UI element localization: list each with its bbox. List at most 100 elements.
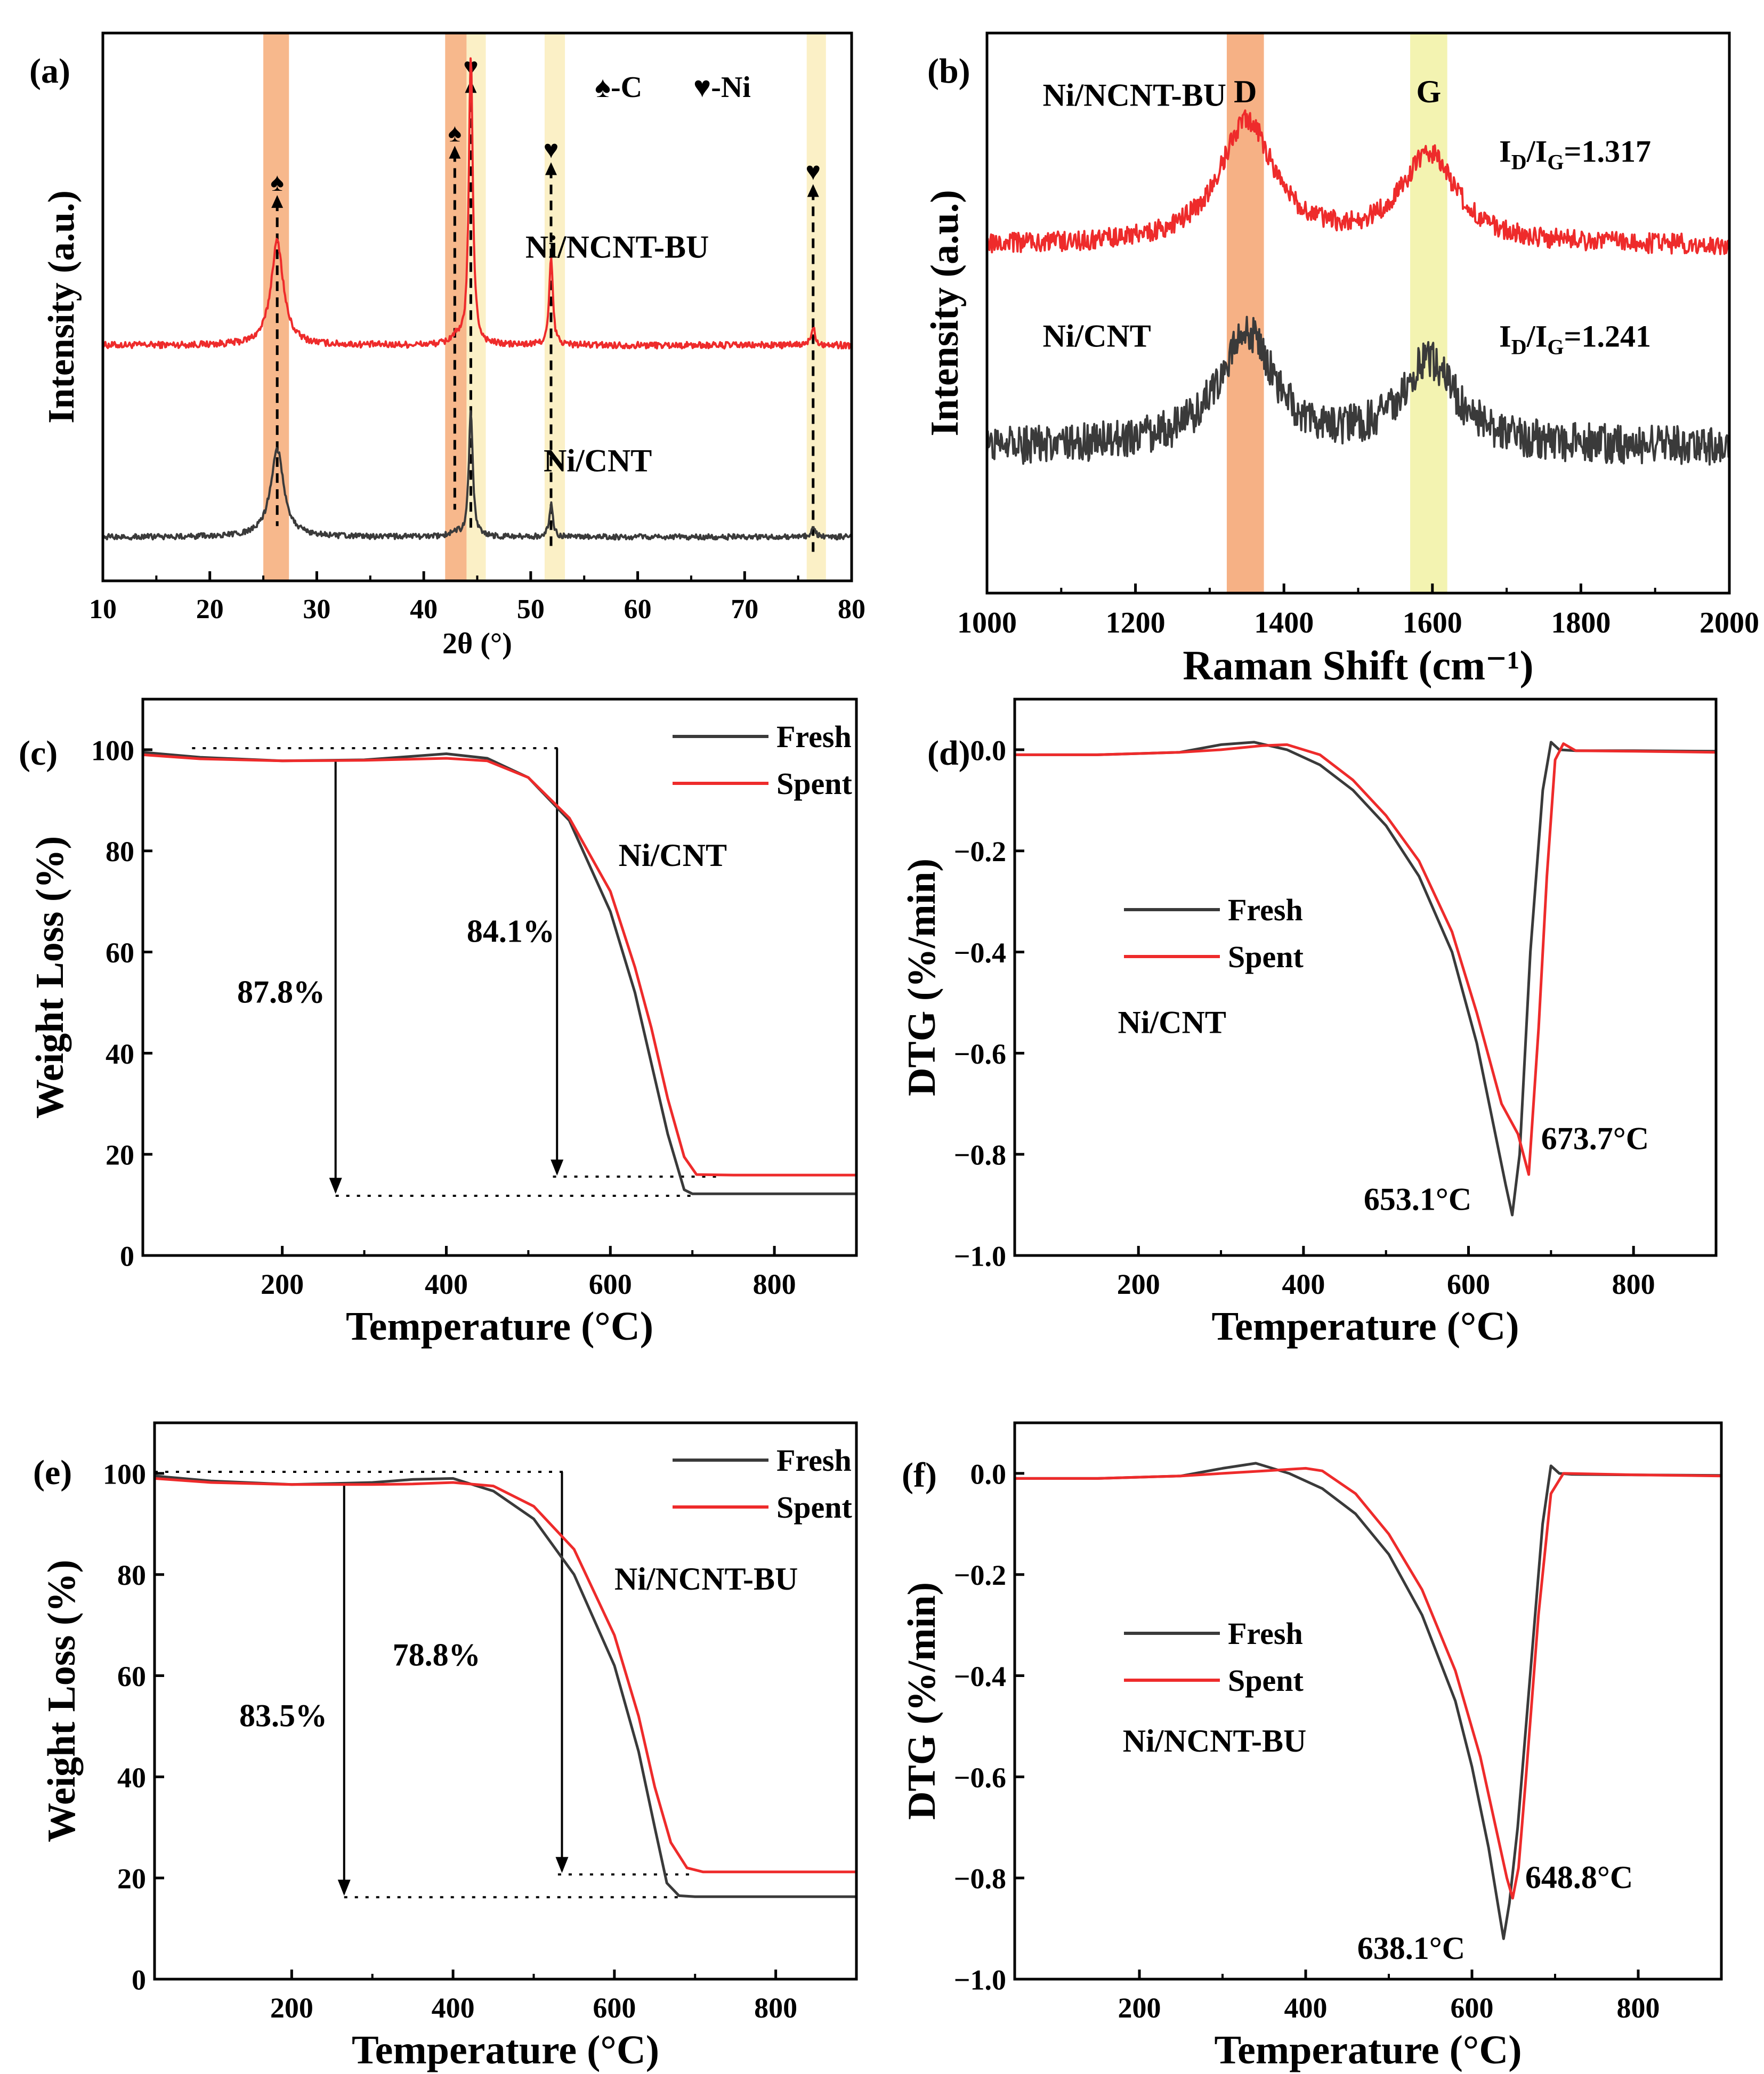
- annotation-text: Ni/CNT: [1042, 319, 1151, 354]
- series-line-ni-cnt: [102, 410, 853, 541]
- x-axis-label: 2θ (°): [442, 627, 512, 660]
- x-tick-label: 800: [753, 1268, 796, 1300]
- annotation-text: Ni/NCNT-BU: [525, 229, 709, 264]
- x-tick-label: 800: [1617, 1992, 1660, 2024]
- series-line-ni-ncnt-bu: [986, 109, 1730, 255]
- x-tick-label: 1400: [1254, 606, 1314, 639]
- x-tick-label: 800: [754, 1992, 797, 2024]
- series-line-fresh: [142, 751, 856, 1195]
- carbon-spade-icon: ♠: [448, 119, 462, 148]
- series-line-spent: [142, 753, 856, 1177]
- x-tick-label: 1600: [1403, 606, 1462, 639]
- annotation-text: 84.1%: [467, 914, 555, 949]
- annotation-text: 83.5%: [239, 1698, 327, 1733]
- y-axis-label: Intensity (a.u.): [41, 190, 82, 424]
- legend-nickel: ♥-Ni: [693, 71, 751, 104]
- legend-label-fresh: Fresh: [776, 719, 852, 754]
- ratio-text: I: [1499, 134, 1511, 169]
- ratio-annotation: ID/IG=1.241: [1499, 319, 1651, 359]
- y-tick-label: −0.8: [954, 1139, 1006, 1171]
- x-axis-label: Temperature (°C): [346, 1304, 653, 1349]
- panel-label: (b): [927, 52, 970, 91]
- legend-label-fresh: Fresh: [1228, 1616, 1303, 1651]
- legend-label-spent: Spent: [1228, 939, 1304, 974]
- chart-panel-e: 200 400 600 800 0 20 40 60 80 100 Temperature (°C)…: [33, 1421, 858, 2072]
- series-line-ni-cnt: [986, 315, 1730, 466]
- ratio-text: I: [1499, 319, 1511, 354]
- y-axis-label: Weight Loss (%): [40, 1560, 84, 1842]
- y-tick-label: −0.2: [954, 836, 1006, 868]
- series-line-fresh: [1015, 1462, 1722, 1940]
- y-tick-label: 0: [120, 1240, 134, 1272]
- plot-frame: [1013, 1421, 1723, 1981]
- arrow-head-icon: [807, 184, 819, 197]
- x-tick-label: 600: [1451, 1992, 1494, 2024]
- plot-frame: [153, 1421, 858, 1981]
- x-tick-label: 50: [517, 594, 545, 625]
- annotation-text: Ni/NCNT-BU: [614, 1561, 798, 1597]
- y-tick-label: 60: [117, 1660, 146, 1692]
- plot-frame: [1013, 698, 1718, 1257]
- x-axis-label: Raman Shift (cm⁻¹): [1183, 642, 1533, 688]
- annotation-text: Ni/CNT: [619, 838, 727, 873]
- legend-label-fresh: Fresh: [776, 1443, 852, 1478]
- x-tick-label: 30: [303, 594, 330, 625]
- arrow-head-icon: [555, 1857, 569, 1873]
- annotation-text: Ni/NCNT-BU: [1042, 78, 1226, 113]
- series-line-spent: [154, 1477, 856, 1874]
- y-tick-label: 100: [91, 734, 134, 766]
- x-axis-label: Temperature (°C): [1211, 1304, 1519, 1349]
- highlight-band: [1410, 33, 1447, 593]
- x-tick-label: 10: [89, 594, 117, 625]
- y-tick-label: −0.6: [954, 1762, 1006, 1794]
- ratio-subscript: D: [1511, 335, 1527, 359]
- nickel-heart-icon: ♥: [805, 158, 821, 186]
- x-tick-label: 40: [410, 594, 438, 625]
- y-tick-label: 80: [117, 1559, 146, 1591]
- y-tick-label: −0.8: [954, 1863, 1006, 1895]
- ratio-text: /I: [1526, 134, 1548, 169]
- y-tick-label: 20: [117, 1863, 146, 1895]
- x-tick-label: 600: [593, 1992, 636, 2024]
- nickel-heart-icon: ♥: [544, 135, 559, 164]
- highlight-band: [806, 33, 826, 581]
- panel-label: (f): [902, 1456, 937, 1495]
- arrow-head-icon: [329, 1178, 342, 1194]
- annotation-text: 78.8%: [393, 1638, 481, 1673]
- x-tick-label: 200: [261, 1268, 304, 1300]
- arrow-head-icon: [337, 1879, 351, 1896]
- ratio-text: =1.241: [1564, 319, 1651, 354]
- y-axis-label: DTG (%/min): [900, 1582, 944, 1820]
- x-tick-label: 800: [1612, 1268, 1655, 1300]
- plot-frame: [141, 698, 858, 1257]
- y-tick-label: 20: [106, 1139, 134, 1171]
- panel-label: (e): [33, 1453, 72, 1492]
- band-label: G: [1416, 74, 1441, 109]
- y-tick-label: 40: [106, 1038, 134, 1070]
- x-tick-label: 200: [1118, 1992, 1161, 2024]
- legend-label-fresh: Fresh: [1228, 893, 1303, 927]
- x-tick-label: 200: [1117, 1268, 1160, 1300]
- chart-panel-c: 200 400 600 800 0 20 40 60 80 100 Temperature (°C)…: [19, 698, 858, 1349]
- annotation-text: 648.8°C: [1525, 1860, 1633, 1895]
- y-tick-label: 40: [117, 1762, 146, 1794]
- x-tick-label: 80: [838, 594, 865, 625]
- annotation-text: 638.1°C: [1357, 1931, 1465, 1966]
- y-tick-label: 100: [103, 1458, 146, 1490]
- x-tick-label: 600: [589, 1268, 632, 1300]
- y-tick-label: 60: [106, 937, 134, 969]
- annotation-text: Ni/CNT: [1118, 1004, 1226, 1040]
- series-line-fresh: [1015, 741, 1717, 1217]
- ratio-annotation: ID/IG=1.317: [1499, 134, 1651, 174]
- x-tick-label: 600: [1447, 1268, 1490, 1300]
- y-tick-label: 80: [106, 836, 134, 868]
- x-tick-label: 70: [731, 594, 758, 625]
- series-line-ni-ncnt-bu: [102, 57, 853, 350]
- chart-panel-d: 200 400 600 800 −1.0 −0.8 −0.6 −0.4 −0.2 0.0 Tempe…: [900, 698, 1718, 1349]
- x-tick-label: 400: [1284, 1992, 1328, 2024]
- y-axis-label: Weight Loss (%): [28, 836, 72, 1119]
- y-tick-label: 0.0: [970, 1458, 1007, 1490]
- ratio-subscript: G: [1547, 335, 1564, 359]
- x-tick-label: 20: [196, 594, 224, 625]
